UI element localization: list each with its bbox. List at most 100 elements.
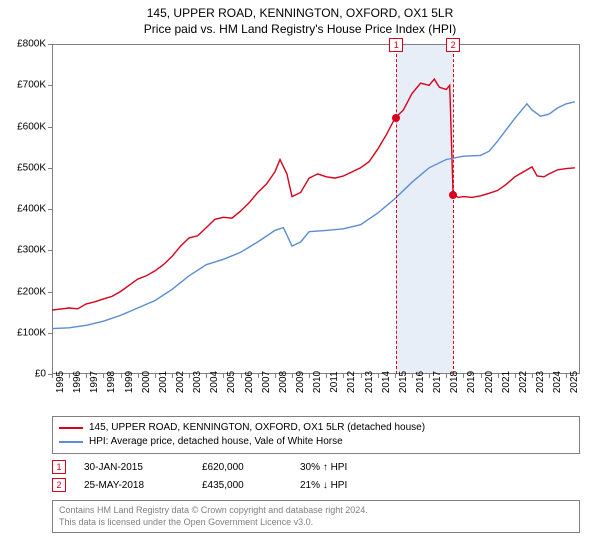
x-axis-label: 2009 (295, 371, 306, 393)
x-axis-label: 2019 (466, 371, 477, 393)
x-axis-label: 2006 (244, 371, 255, 393)
y-axis-label: £0 (0, 369, 46, 380)
x-axis-label: 2010 (312, 371, 323, 393)
sale-pct: 21% ↓ HPI (300, 480, 420, 491)
x-axis-label: 2024 (552, 371, 563, 393)
title-block: 145, UPPER ROAD, KENNINGTON, OXFORD, OX1… (0, 0, 600, 41)
x-axis-label: 2003 (192, 371, 203, 393)
y-axis-label: £100K (0, 327, 46, 338)
marker-dot (449, 191, 457, 199)
sale-rows: 1 30-JAN-2015 £620,000 30% ↑ HPI 2 25-MA… (52, 458, 580, 494)
x-axis-label: 2013 (364, 371, 375, 393)
x-axis-label: 2017 (432, 371, 443, 393)
x-axis-tick (189, 374, 190, 378)
sale-price: £435,000 (202, 480, 282, 491)
footer-box: Contains HM Land Registry data © Crown c… (52, 500, 580, 533)
x-axis-tick (103, 374, 104, 378)
x-axis-label: 1996 (72, 371, 83, 393)
marker-line (396, 44, 397, 374)
x-axis-label: 1995 (55, 371, 66, 393)
title-line-1: 145, UPPER ROAD, KENNINGTON, OXFORD, OX1… (0, 6, 600, 22)
sale-row: 1 30-JAN-2015 £620,000 30% ↑ HPI (52, 458, 580, 476)
x-axis-tick (395, 374, 396, 378)
sale-pct: 30% ↑ HPI (300, 462, 420, 473)
y-axis-tick (48, 168, 52, 169)
x-axis-label: 2001 (158, 371, 169, 393)
x-axis-tick (309, 374, 310, 378)
title-line-2: Price paid vs. HM Land Registry's House … (0, 22, 600, 38)
legend-label: 145, UPPER ROAD, KENNINGTON, OXFORD, OX1… (89, 421, 425, 435)
x-axis-label: 1998 (106, 371, 117, 393)
x-axis-tick (549, 374, 550, 378)
x-axis-label: 2011 (329, 371, 340, 393)
x-axis-tick (241, 374, 242, 378)
x-axis-tick (223, 374, 224, 378)
line-plot-svg (52, 44, 580, 374)
y-axis-tick (48, 333, 52, 334)
x-axis-label: 2021 (501, 371, 512, 393)
x-axis-tick (292, 374, 293, 378)
y-axis-label: £400K (0, 204, 46, 215)
legend-row: 145, UPPER ROAD, KENNINGTON, OXFORD, OX1… (59, 421, 573, 435)
x-axis-label: 2008 (278, 371, 289, 393)
x-axis-tick (463, 374, 464, 378)
y-axis-tick (48, 85, 52, 86)
y-axis-tick (48, 292, 52, 293)
x-axis-label: 2023 (535, 371, 546, 393)
x-axis-tick (206, 374, 207, 378)
x-axis-tick (138, 374, 139, 378)
y-axis-label: £300K (0, 245, 46, 256)
x-axis-label: 2022 (518, 371, 529, 393)
y-axis-tick (48, 127, 52, 128)
x-axis-label: 2018 (449, 371, 460, 393)
x-axis-tick (326, 374, 327, 378)
x-axis-tick (52, 374, 53, 378)
x-axis-tick (343, 374, 344, 378)
x-axis-tick (429, 374, 430, 378)
footer-line-2: This data is licensed under the Open Gov… (59, 517, 573, 529)
marker-dot (392, 114, 400, 122)
x-axis-label: 2020 (484, 371, 495, 393)
x-axis-tick (172, 374, 173, 378)
x-axis-label: 2012 (346, 371, 357, 393)
x-axis-tick (566, 374, 567, 378)
x-axis-label: 2004 (209, 371, 220, 393)
x-axis-tick (86, 374, 87, 378)
x-axis-tick (121, 374, 122, 378)
footer-line-1: Contains HM Land Registry data © Crown c… (59, 505, 573, 517)
legend-box: 145, UPPER ROAD, KENNINGTON, OXFORD, OX1… (52, 416, 580, 454)
sale-badge: 1 (52, 460, 66, 474)
sale-date: 30-JAN-2015 (84, 462, 184, 473)
x-axis-label: 1999 (124, 371, 135, 393)
x-axis-tick (155, 374, 156, 378)
y-axis-label: £700K (0, 80, 46, 91)
x-axis-tick (275, 374, 276, 378)
legend-swatch (59, 441, 83, 443)
x-axis-tick (446, 374, 447, 378)
x-axis-tick (481, 374, 482, 378)
x-axis-tick (378, 374, 379, 378)
sale-badge: 2 (52, 478, 66, 492)
y-axis-tick (48, 209, 52, 210)
x-axis-tick (69, 374, 70, 378)
y-axis-label: £500K (0, 162, 46, 173)
sale-date: 25-MAY-2018 (84, 480, 184, 491)
x-axis-label: 1997 (89, 371, 100, 393)
marker-line (453, 44, 454, 374)
series-line-hpi (52, 102, 575, 329)
x-axis-label: 2016 (415, 371, 426, 393)
chart-area: £0£100K£200K£300K£400K£500K£600K£700K£80… (52, 44, 580, 374)
x-axis-tick (412, 374, 413, 378)
sale-row: 2 25-MAY-2018 £435,000 21% ↓ HPI (52, 476, 580, 494)
y-axis-label: £800K (0, 39, 46, 50)
x-axis-label: 2002 (175, 371, 186, 393)
x-axis-tick (532, 374, 533, 378)
sale-price: £620,000 (202, 462, 282, 473)
y-axis-tick (48, 44, 52, 45)
y-axis-label: £600K (0, 121, 46, 132)
x-axis-label: 2000 (141, 371, 152, 393)
chart-container: 145, UPPER ROAD, KENNINGTON, OXFORD, OX1… (0, 0, 600, 560)
legend-row: HPI: Average price, detached house, Vale… (59, 435, 573, 449)
x-axis-tick (515, 374, 516, 378)
x-axis-label: 2015 (398, 371, 409, 393)
